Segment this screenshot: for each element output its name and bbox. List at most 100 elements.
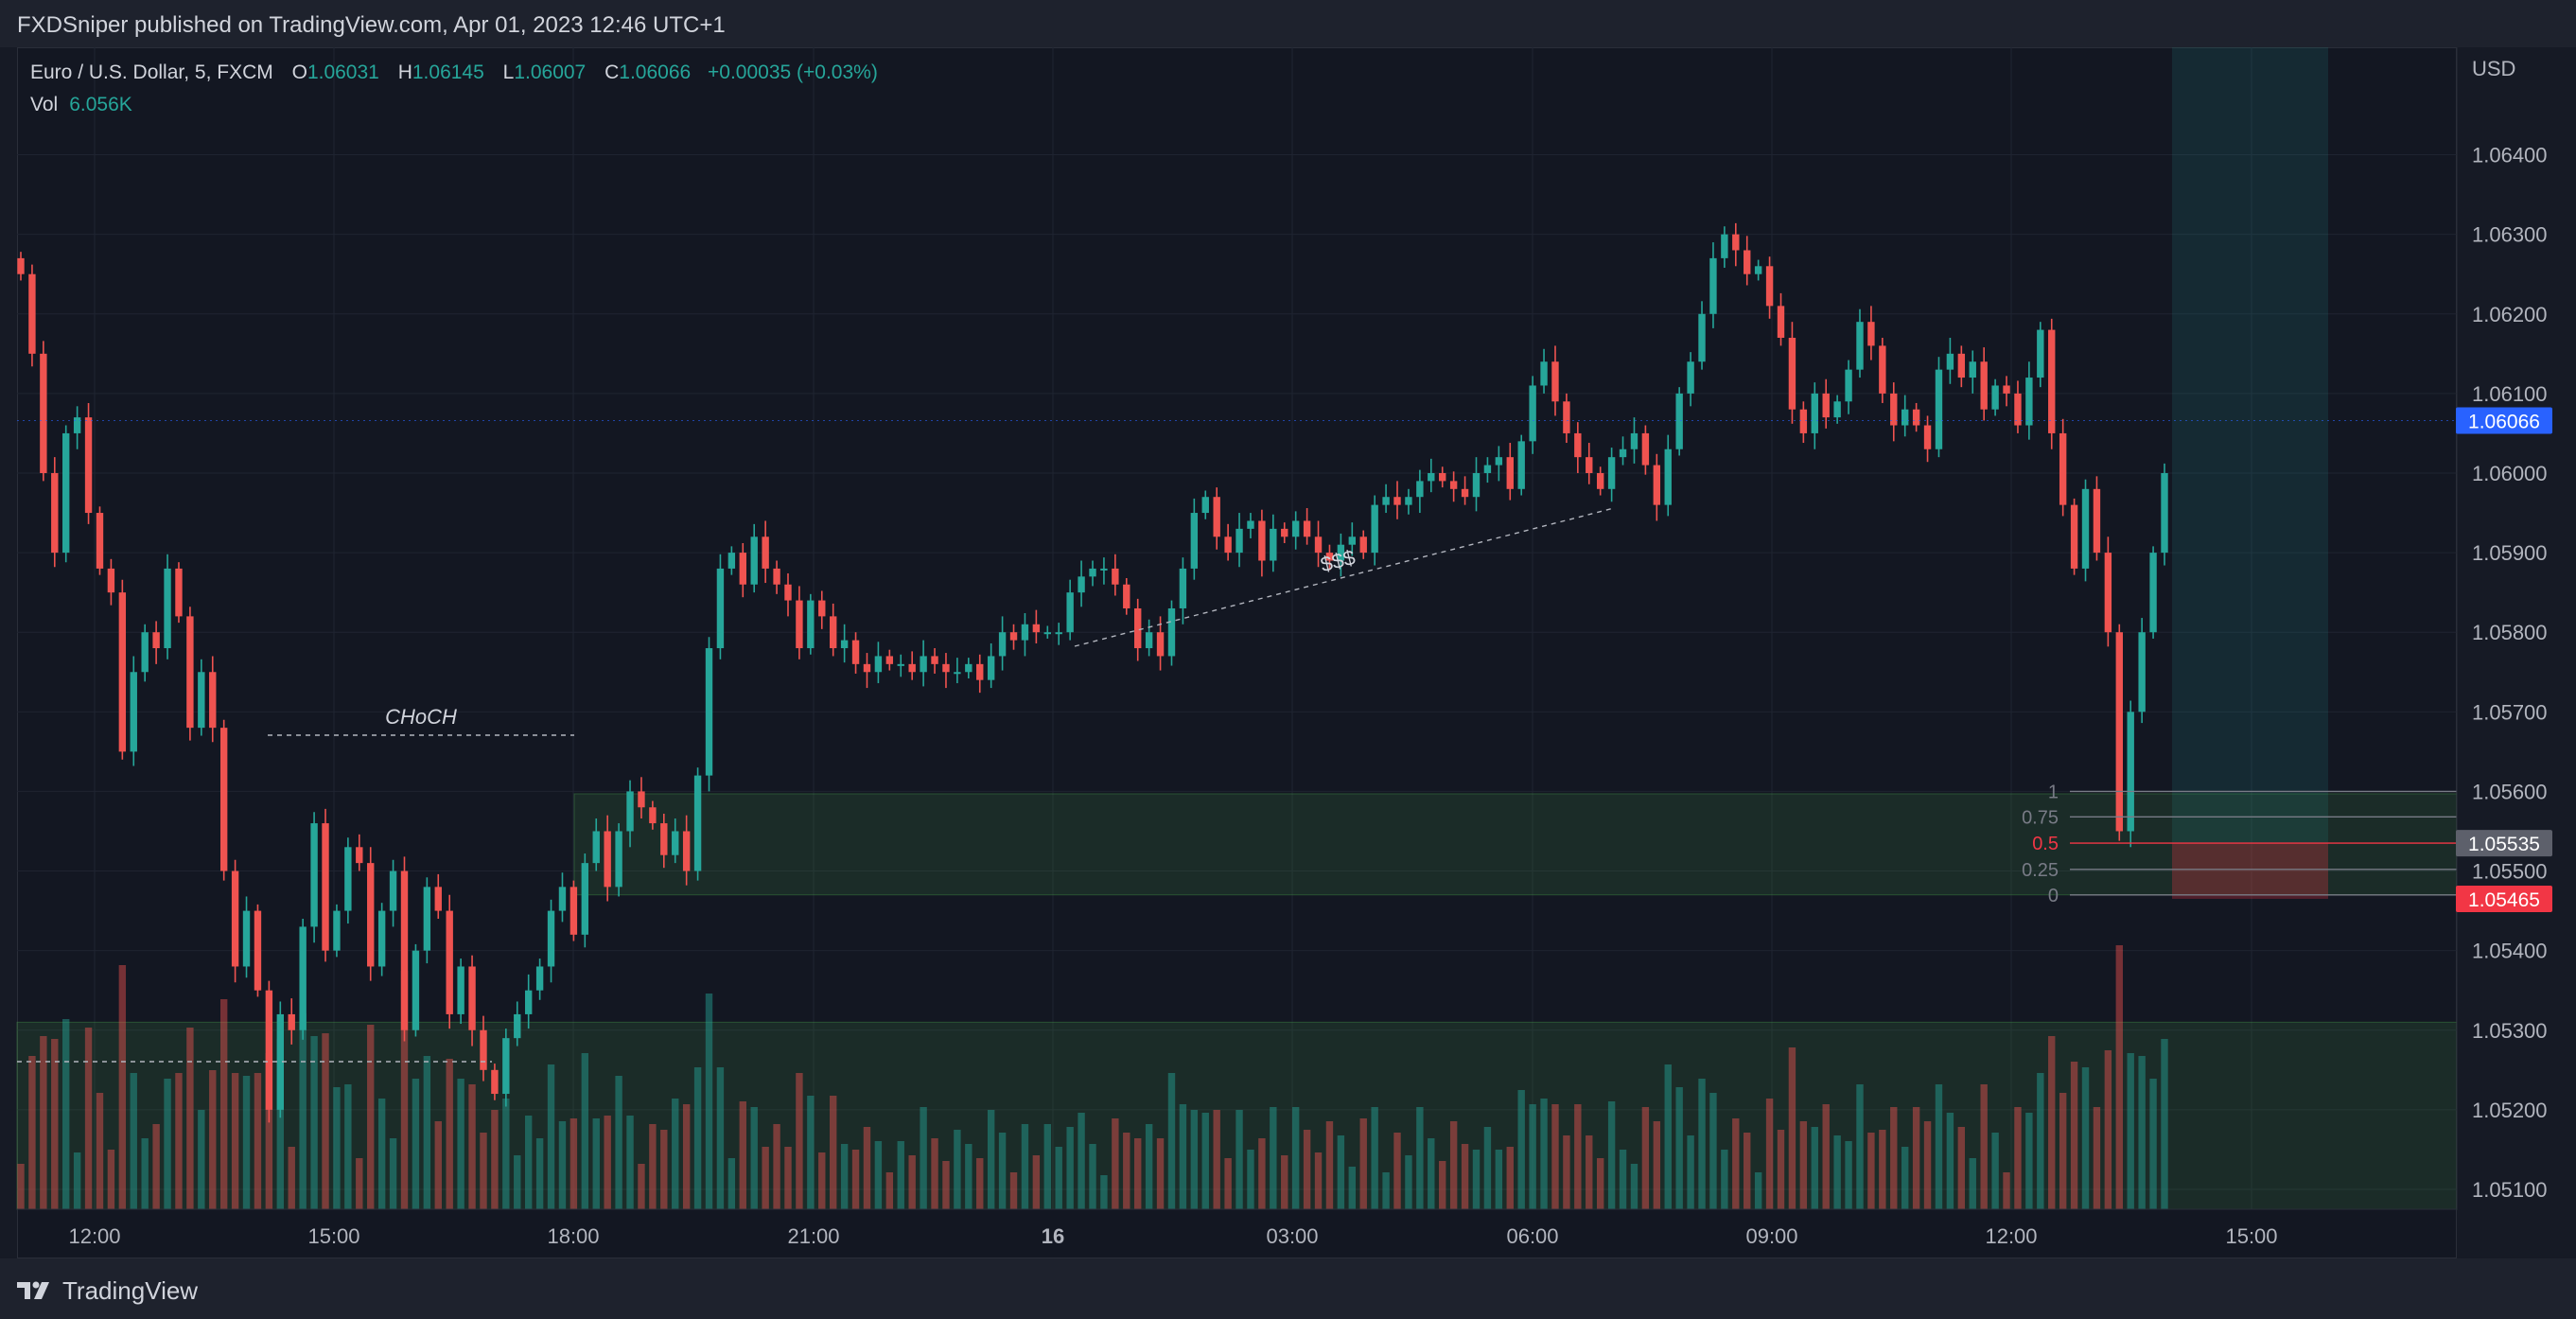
volume-bar xyxy=(1009,1172,1018,1209)
candle-body xyxy=(130,672,137,752)
tradingview-logo[interactable]: TradingView xyxy=(17,1272,198,1310)
candle-body xyxy=(558,887,567,911)
volume-bar xyxy=(1156,1138,1165,1209)
volume-bar xyxy=(1291,1107,1300,1209)
fib-label: 0.5 xyxy=(2032,834,2059,854)
volume-bar xyxy=(1946,1113,1954,1209)
y-tick-label: 1.05200 xyxy=(2472,1099,2548,1122)
volume-bar xyxy=(2104,1050,2112,1209)
candle-body xyxy=(1845,369,1852,402)
candle-body xyxy=(1867,322,1875,346)
volume-bar xyxy=(2093,1107,2101,1209)
volume-bar xyxy=(514,1155,521,1209)
volume-bar xyxy=(254,1073,262,1209)
candle-body xyxy=(1009,632,1018,641)
y-tick-label: 1.05700 xyxy=(2472,700,2548,724)
candle-body xyxy=(2037,329,2044,378)
x-tick-label: 15:00 xyxy=(2225,1224,2277,1248)
candle-body xyxy=(1619,448,1627,458)
symbol-legend[interactable]: Euro / U.S. Dollar, 5, FXCM O1.06031 H1.… xyxy=(30,57,878,121)
candle-body xyxy=(367,863,375,967)
x-tick-label: 15:00 xyxy=(307,1224,359,1248)
candle-body xyxy=(1472,472,1481,498)
candle-body xyxy=(1641,432,1650,466)
candle-body xyxy=(1946,353,1954,370)
candle-body xyxy=(1744,250,1751,274)
volume-bar xyxy=(1811,1127,1818,1209)
close-value: 1.06066 xyxy=(619,62,692,83)
candle-body xyxy=(141,632,149,673)
price-label: 1.06066 xyxy=(2468,411,2540,432)
candle-body xyxy=(491,1069,499,1095)
candle-body xyxy=(1043,632,1051,635)
volume-bar xyxy=(1630,1164,1638,1209)
volume-bar xyxy=(716,1067,725,1209)
volume-bar xyxy=(1416,1107,1424,1209)
candle-body xyxy=(626,791,634,832)
y-tick-label: 1.05800 xyxy=(2472,621,2548,644)
candle-body xyxy=(976,663,984,680)
volume-bar xyxy=(1912,1107,1920,1209)
candle-body xyxy=(1382,497,1390,505)
candle-body xyxy=(1495,457,1503,466)
candle-body xyxy=(1732,234,1740,251)
volume-bar xyxy=(931,1138,938,1209)
volume-bar xyxy=(2070,1062,2078,1209)
volume-bar xyxy=(468,1084,476,1209)
volume-value: 6.056K xyxy=(69,94,132,115)
volume-bar xyxy=(1529,1104,1536,1209)
volume-bar xyxy=(1461,1144,1469,1209)
chart-frame[interactable] xyxy=(17,47,2457,1258)
x-tick-label: 12:00 xyxy=(68,1224,120,1248)
volume-bar xyxy=(1732,1118,1740,1209)
candle-body xyxy=(672,831,679,855)
volume-bar xyxy=(796,1073,803,1209)
candle-body xyxy=(51,472,59,554)
y-tick-label: 1.05900 xyxy=(2472,541,2548,565)
candle-body xyxy=(1167,607,1176,657)
volume-bar xyxy=(1721,1150,1728,1209)
volume-bar xyxy=(1980,1084,1988,1209)
candle-body xyxy=(1145,632,1153,649)
volume-bar xyxy=(1123,1133,1130,1209)
volume-bar xyxy=(773,1124,780,1209)
volume-bar xyxy=(367,1025,375,1209)
candle-body xyxy=(219,728,228,871)
candle-body xyxy=(1765,266,1774,307)
volume-bar xyxy=(682,1104,691,1209)
candle-body xyxy=(1258,520,1266,561)
volume-bar xyxy=(1991,1133,1999,1209)
volume-bars xyxy=(17,945,2168,1209)
candle-body xyxy=(1405,497,1412,505)
candle-body xyxy=(638,791,645,808)
candle-body xyxy=(412,950,420,1030)
candle-body xyxy=(288,1013,295,1030)
volume-bar xyxy=(592,1118,600,1209)
candle-body xyxy=(874,656,883,673)
candle-body xyxy=(2081,488,2090,569)
volume-bar xyxy=(1586,1135,1593,1209)
candle-body xyxy=(1359,536,1367,554)
volume-bar xyxy=(219,999,228,1209)
volume-bar xyxy=(242,1076,251,1209)
candle-body xyxy=(581,863,589,935)
volume-bar xyxy=(2003,1172,2010,1209)
symbol-name[interactable]: Euro / U.S. Dollar, 5, FXCM xyxy=(30,62,273,83)
candle-body xyxy=(480,1029,487,1070)
volume-bar xyxy=(1325,1121,1334,1209)
volume-bar xyxy=(1744,1133,1751,1209)
volume-bar xyxy=(356,1158,363,1209)
x-tick-label: 16 xyxy=(1042,1224,1064,1248)
candle-body xyxy=(2014,393,2022,426)
candle-body xyxy=(28,273,36,354)
volume-bar xyxy=(705,994,713,1209)
volume-bar xyxy=(920,1107,927,1209)
choch-label: CHoCH xyxy=(385,705,457,729)
candle-body xyxy=(649,807,657,824)
candle-body xyxy=(96,513,104,569)
volume-bar xyxy=(1957,1127,1966,1209)
volume-bar xyxy=(152,1124,160,1209)
volume-bar xyxy=(2161,1039,2168,1209)
candle-body xyxy=(807,600,815,649)
